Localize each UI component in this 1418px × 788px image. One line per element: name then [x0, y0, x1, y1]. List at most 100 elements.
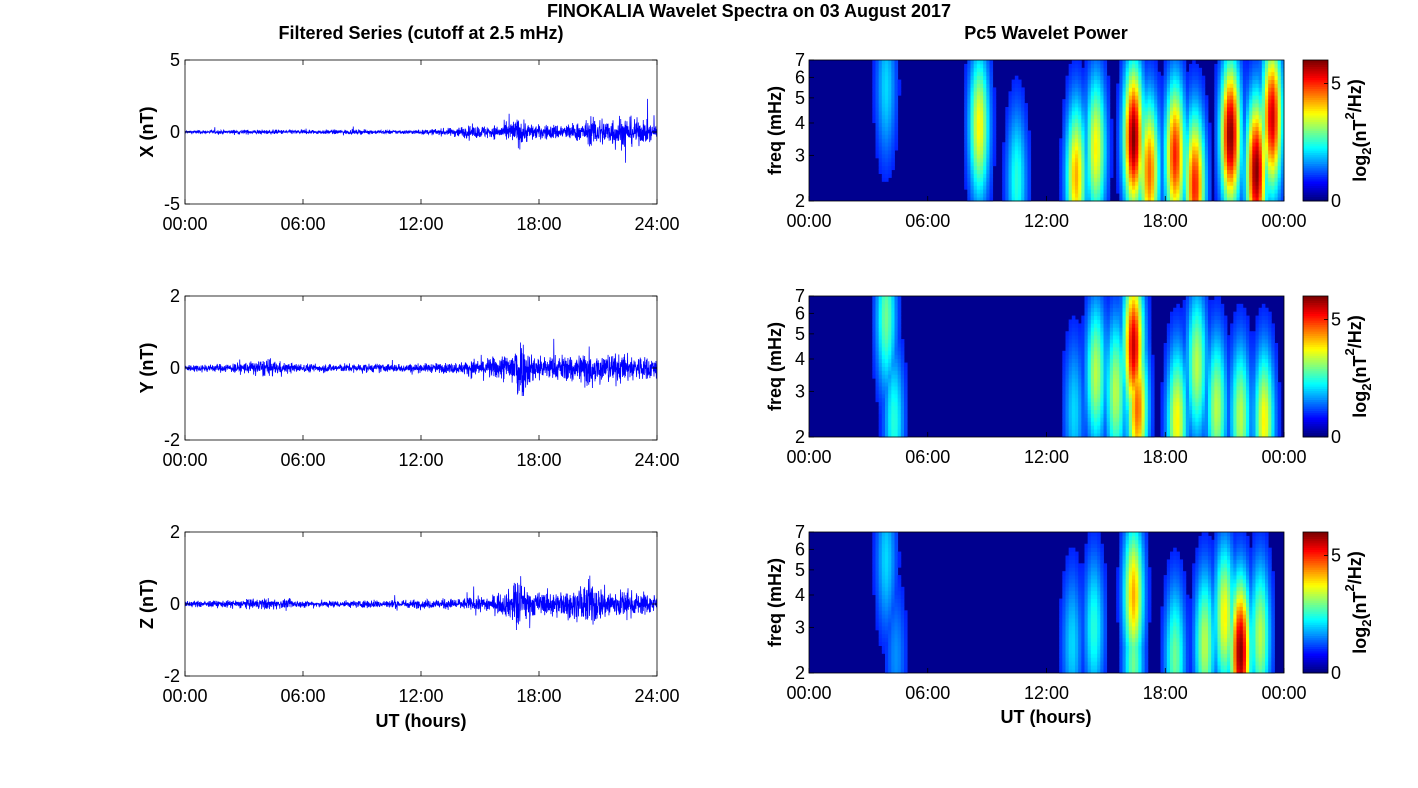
power-cell [1195, 103, 1199, 108]
power-cell [897, 429, 902, 434]
power-cell [1100, 409, 1104, 414]
power-cell [1087, 346, 1092, 352]
power-cell [1014, 79, 1019, 84]
power-cell [1192, 122, 1196, 127]
power-cell [1065, 358, 1070, 363]
power-cell [875, 87, 880, 92]
power-cell [1119, 433, 1123, 438]
power-cell [1138, 370, 1142, 375]
power-cell [1157, 95, 1161, 100]
power-cell [888, 296, 892, 301]
power-cell [1208, 138, 1212, 143]
power-cell [1236, 181, 1241, 186]
power-cell [1116, 118, 1120, 124]
power-cell [1166, 150, 1171, 155]
power-cell [1274, 181, 1279, 186]
power-cell [1176, 358, 1180, 363]
power-cell [973, 87, 978, 92]
power-cell [1249, 173, 1253, 178]
power-cell [894, 303, 899, 309]
power-cell [1151, 79, 1155, 84]
power-cell [1268, 154, 1272, 159]
power-cell [1189, 83, 1193, 88]
power-cell [1005, 114, 1009, 120]
power-cell [1081, 354, 1085, 360]
power-cell [1125, 425, 1130, 430]
power-cell [1176, 60, 1180, 65]
power-cell [1166, 118, 1171, 124]
power-cell [1252, 114, 1256, 120]
power-cell [878, 95, 883, 100]
power-cell [1166, 161, 1171, 167]
power-cell [875, 327, 880, 332]
power-cell [1239, 146, 1244, 151]
power-cell [1119, 331, 1123, 336]
power-cell [1059, 146, 1063, 151]
power-cell [1157, 126, 1161, 131]
power-cell [1170, 335, 1174, 340]
power-cell [1141, 83, 1146, 88]
power-cell [1182, 303, 1187, 309]
power-cell [1157, 91, 1161, 96]
power-cell [1151, 142, 1155, 147]
power-cell [1087, 130, 1092, 135]
power-cell [1182, 79, 1187, 84]
power-cell [1132, 130, 1136, 135]
power-cell [881, 417, 886, 422]
power-cell [970, 138, 975, 143]
power-cell [900, 429, 905, 434]
power-cell [1084, 405, 1089, 410]
power-cell [1065, 173, 1070, 178]
power-cell [1119, 126, 1123, 131]
power-cell [1195, 122, 1199, 127]
power-cell [1182, 401, 1187, 407]
power-cell [1097, 157, 1101, 163]
power-cell [976, 154, 981, 159]
power-cell [1128, 421, 1133, 426]
power-cell [1138, 433, 1142, 438]
power-cell [1176, 343, 1180, 348]
figure-title: FINOKALIA Wavelet Spectra on 03 August 2… [547, 1, 951, 21]
power-cell [1239, 87, 1244, 92]
power-cell [1065, 114, 1070, 120]
power-cell [875, 386, 880, 391]
power-cell [1239, 177, 1244, 182]
power-cell [1233, 150, 1237, 155]
power-cell [1100, 60, 1104, 65]
power-cell [1170, 311, 1174, 316]
power-cell [1106, 87, 1111, 92]
power-cell [1233, 110, 1237, 116]
power-cell [894, 417, 899, 422]
power-cell [1125, 401, 1130, 407]
power-cell [1075, 390, 1079, 395]
power-cell [1261, 181, 1266, 186]
power-cell [1185, 303, 1190, 309]
power-cell [1255, 103, 1260, 108]
power-cell [1078, 122, 1082, 127]
power-cell [1141, 413, 1146, 418]
power-cell [888, 417, 892, 422]
power-cell [1125, 327, 1130, 332]
power-cell [1065, 401, 1070, 407]
power-cell [1255, 91, 1260, 96]
power-cell [1116, 138, 1120, 143]
power-cell [1128, 122, 1133, 127]
power-cell [1100, 413, 1104, 418]
power-cell [1208, 169, 1212, 174]
power-cell [1138, 193, 1142, 198]
power-cell [1220, 165, 1225, 171]
power-cell [1230, 99, 1234, 104]
power-cell [1147, 374, 1152, 379]
power-cell [1090, 118, 1095, 124]
power-cell [970, 185, 975, 190]
power-cell [1011, 103, 1016, 108]
power-cell [1141, 374, 1146, 379]
colorbar-swatch [1303, 137, 1328, 140]
power-cell [875, 130, 880, 135]
power-cell [970, 150, 975, 155]
power-cell [970, 83, 975, 88]
power-cell [881, 146, 886, 151]
power-cell [1100, 189, 1104, 194]
power-cell [891, 429, 895, 434]
power-cell [900, 409, 905, 414]
